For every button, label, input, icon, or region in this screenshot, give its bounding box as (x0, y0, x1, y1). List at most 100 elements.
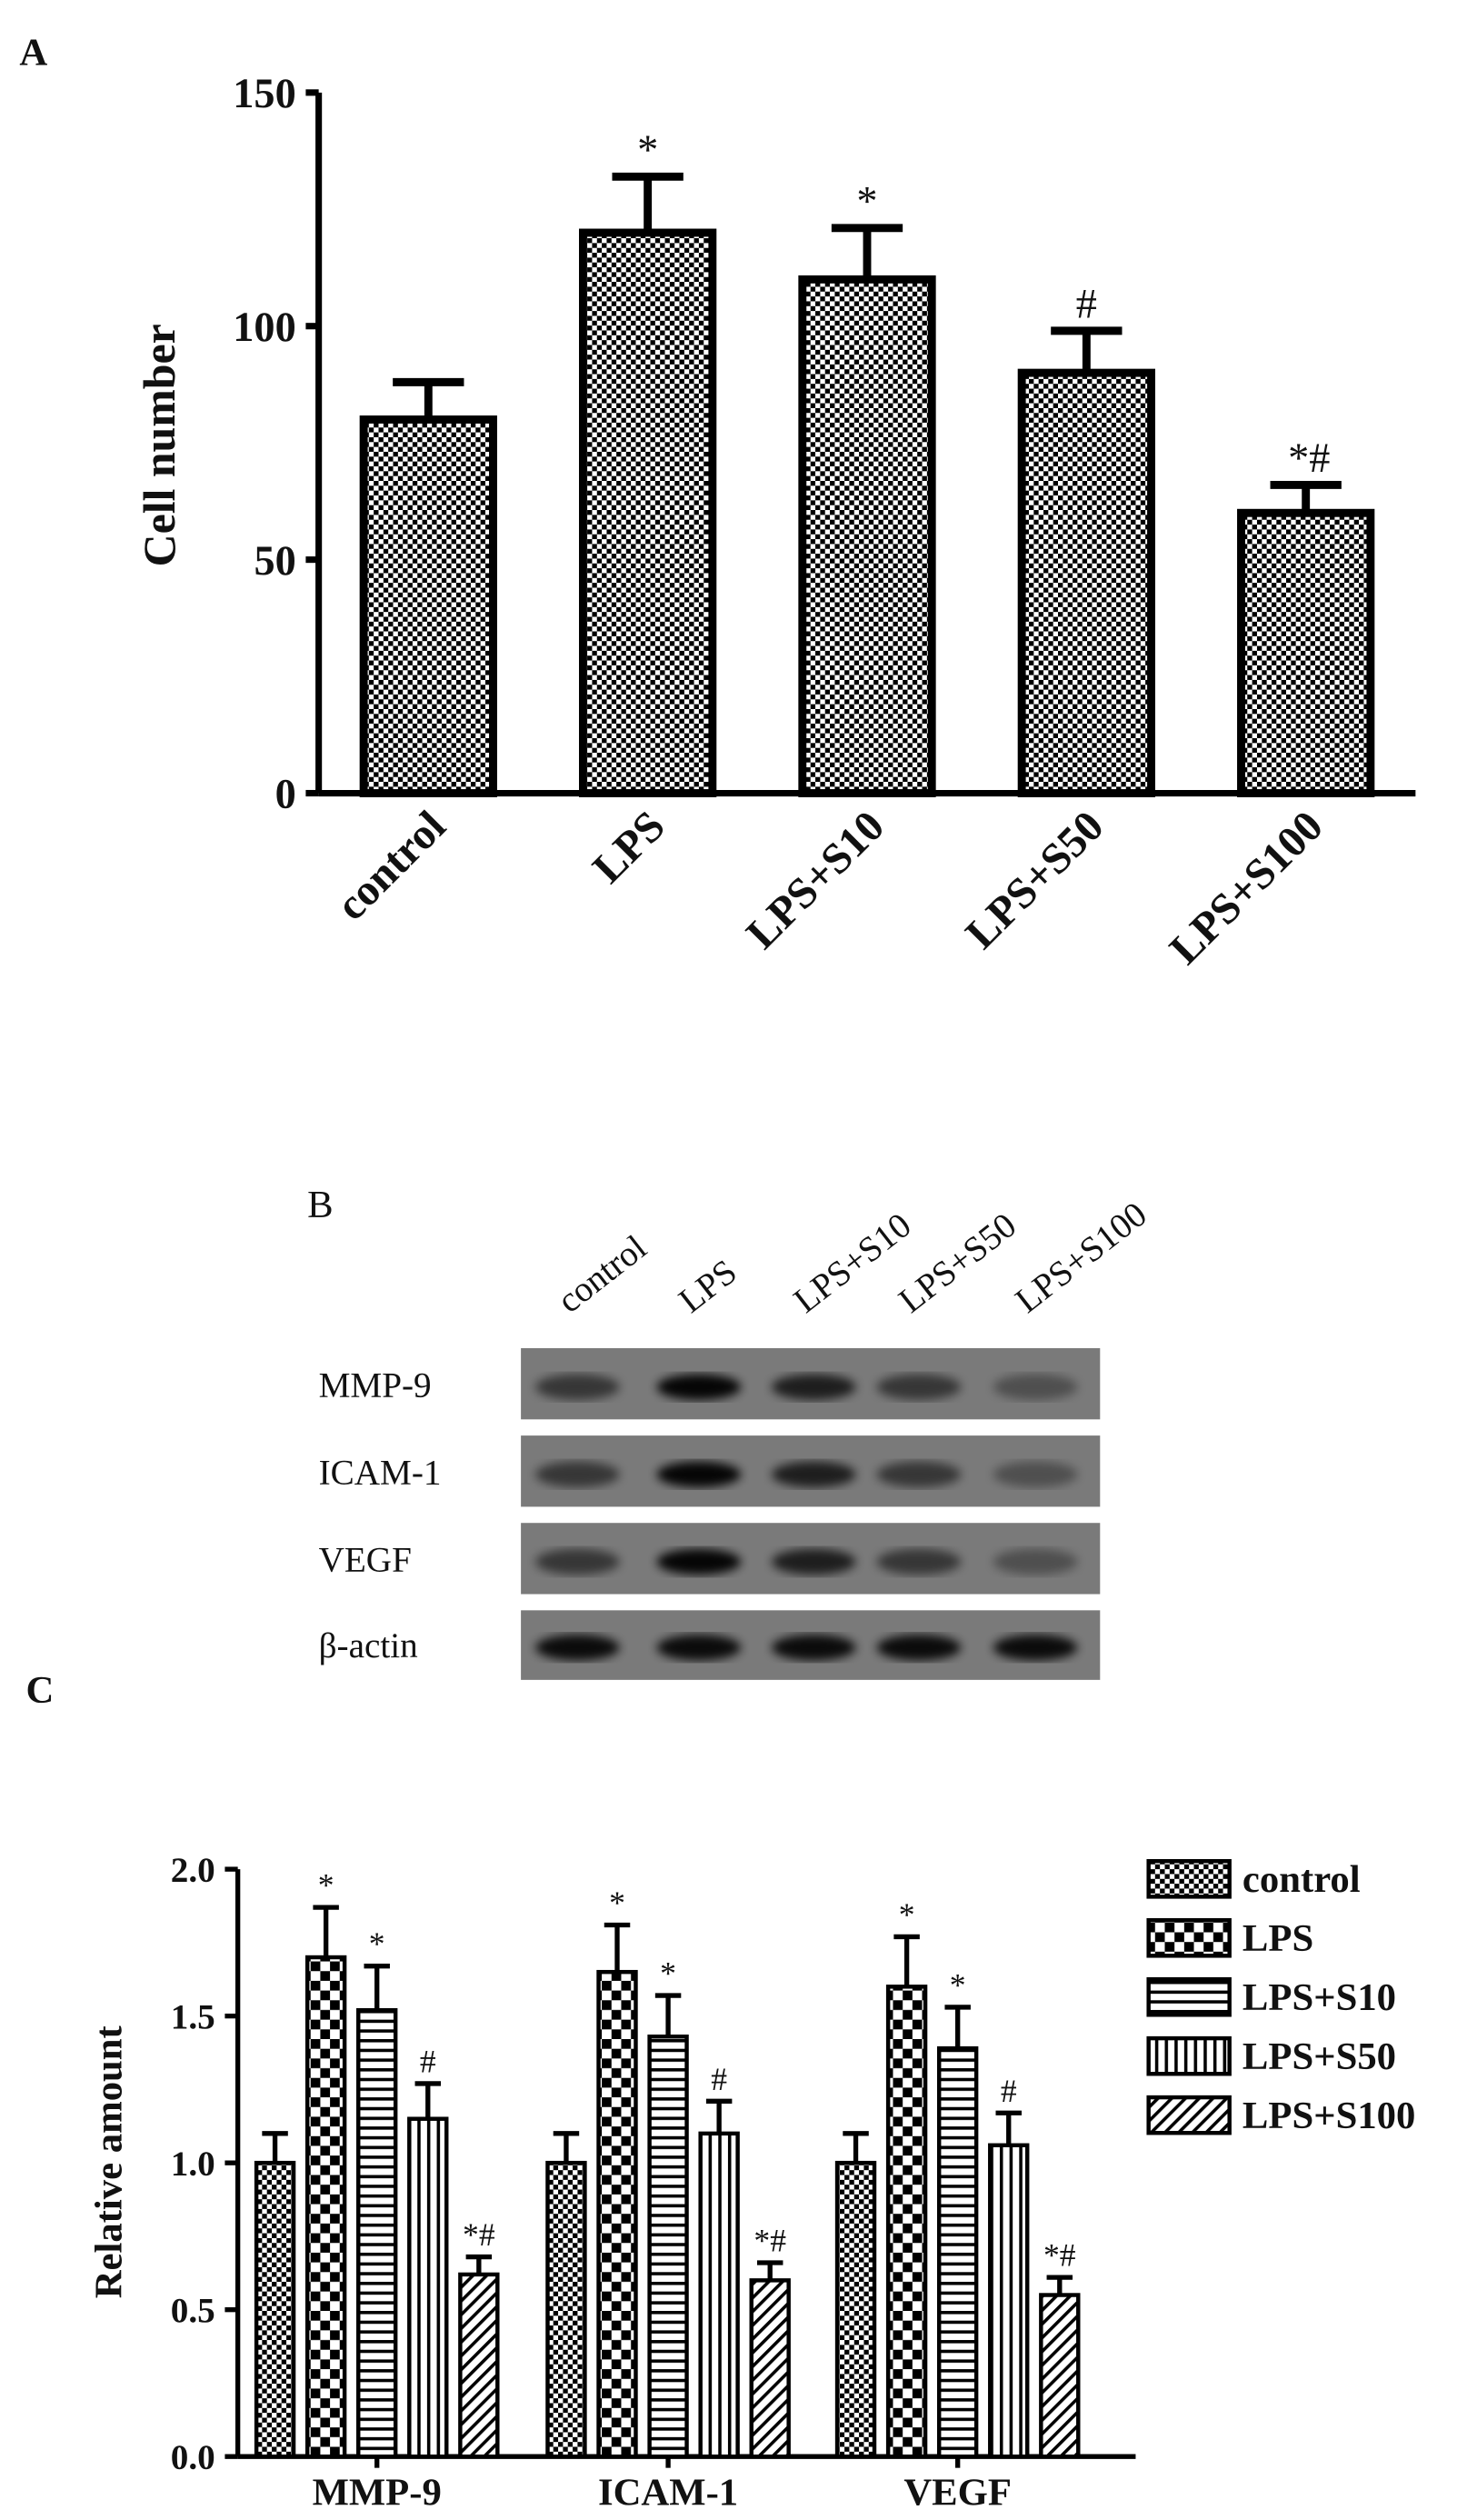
x-tick-label: MMP-9 (313, 2472, 442, 2515)
annotation: * (318, 1867, 334, 1904)
legend-label: LPS+S100 (1242, 2095, 1415, 2137)
annotation: * (609, 1885, 625, 1921)
blot-band (876, 1374, 962, 1400)
bar (458, 2272, 500, 2459)
blot-band (535, 1548, 620, 1575)
y-tick-label: 0.0 (171, 2438, 215, 2477)
annotation: # (1001, 2073, 1017, 2109)
y-tick-label: 0.5 (171, 2291, 215, 2330)
bar (1237, 508, 1375, 797)
legend-swatch (1146, 1858, 1232, 1899)
error-bar (612, 172, 684, 233)
error-bar (414, 2081, 442, 2119)
panel-label: C (25, 1669, 54, 1712)
blot-band (993, 1461, 1078, 1488)
bar (885, 1985, 928, 2459)
bar (407, 2116, 449, 2459)
x-tick-label: VEGF (903, 2472, 1012, 2515)
blot-band (771, 1548, 856, 1575)
annotation: # (711, 2061, 727, 2097)
blot-band (876, 1461, 962, 1488)
blot-band (535, 1461, 620, 1488)
blot-band (771, 1374, 856, 1400)
panel-label: A (19, 32, 47, 75)
legend-label: LPS+S50 (1242, 2035, 1396, 2078)
bar (647, 2035, 689, 2459)
error-bar (654, 1993, 682, 2037)
error-bar (843, 2131, 869, 2164)
y-tick-label: 50 (254, 538, 295, 585)
blot-band (993, 1548, 1078, 1575)
row-label: ICAM-1 (319, 1454, 442, 1493)
error-bar (1270, 480, 1342, 514)
legend-label: control (1242, 1858, 1361, 1901)
legend-swatch (1146, 2095, 1232, 2135)
panel-label: B (307, 1184, 333, 1226)
bar (254, 2160, 296, 2459)
annotation: * (856, 179, 877, 225)
legend-swatch (1146, 2035, 1232, 2076)
error-bar (893, 1934, 920, 1987)
blot-band (535, 1635, 620, 1661)
bar (545, 2160, 587, 2459)
column-label: LPS+S100 (1008, 1195, 1153, 1321)
bar (1039, 2293, 1081, 2459)
legend-label: LPS (1242, 1917, 1313, 1960)
error-bar (262, 2131, 288, 2164)
blot-band (656, 1548, 742, 1575)
blot-band (876, 1548, 962, 1575)
bar (698, 2131, 740, 2459)
error-bar (465, 2254, 493, 2275)
column-label: LPS (672, 1252, 744, 1320)
blot-image (521, 1348, 1101, 1680)
y-axis-label: Cell number (135, 324, 185, 566)
error-bar (995, 2110, 1022, 2145)
blot-band (535, 1374, 620, 1400)
error-bar (1046, 2275, 1073, 2295)
x-tick-label: LPS (584, 802, 674, 893)
annotation: * (369, 1925, 385, 1962)
row-label: VEGF (319, 1541, 412, 1580)
annotation: # (1076, 282, 1097, 328)
error-bar (1051, 326, 1123, 374)
row-label: MMP-9 (319, 1365, 432, 1405)
bar (1017, 368, 1155, 797)
y-tick-label: 100 (233, 305, 295, 351)
blot-band (993, 1374, 1078, 1400)
legend-label: LPS+S10 (1242, 1976, 1396, 2019)
bar (304, 1955, 347, 2459)
bar (579, 228, 717, 797)
annotation: # (420, 2043, 436, 2079)
column-label: LPS+S10 (786, 1205, 918, 1321)
error-bar (604, 1922, 631, 1973)
error-bar (364, 1964, 390, 2011)
y-axis-label: Relative amount (87, 2025, 130, 2298)
annotation: *# (1043, 2237, 1076, 2274)
blot-band (993, 1635, 1078, 1661)
bar (936, 2045, 979, 2459)
x-tick-label: LPS+S100 (1161, 802, 1332, 974)
error-bar (553, 2131, 580, 2164)
row-label: β-actin (319, 1626, 418, 1665)
column-label: control (551, 1227, 654, 1320)
annotation: *# (1288, 435, 1330, 482)
annotation: * (637, 127, 658, 174)
legend-swatch (1146, 1917, 1232, 1958)
blot-band (656, 1374, 742, 1400)
annotation: * (660, 1955, 676, 1992)
bar (359, 415, 497, 797)
bar (798, 275, 936, 797)
x-tick-label: control (327, 802, 455, 930)
blot-band (656, 1461, 742, 1488)
blot-band (656, 1635, 742, 1661)
error-bar (756, 2260, 783, 2281)
annotation: * (899, 1896, 915, 1933)
y-tick-label: 0 (275, 772, 296, 818)
error-bar (944, 2005, 971, 2049)
bar (749, 2278, 791, 2459)
y-tick-label: 1.5 (171, 1997, 215, 2036)
y-tick-label: 150 (233, 71, 295, 117)
x-tick-label: LPS+S10 (737, 802, 893, 958)
